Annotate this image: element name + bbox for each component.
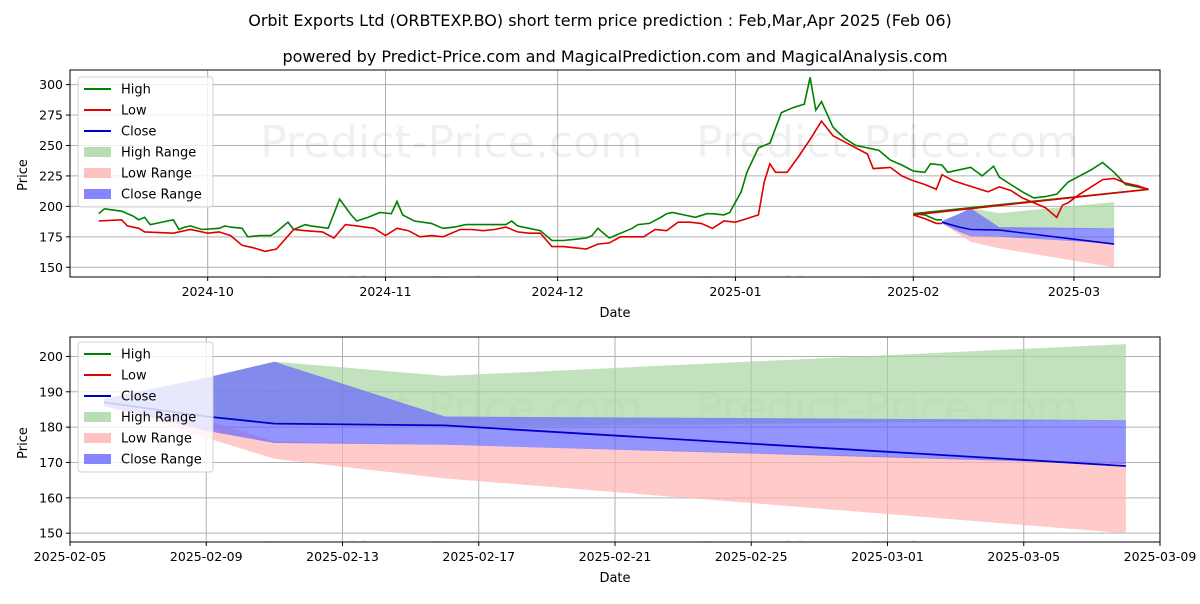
bottom-chart: 2025-02-05 2025-02-09 2025-02-13 2025-02-17… <box>16 336 1197 586</box>
bottom-x-tick-label: 2025-02-05 <box>34 549 107 564</box>
top-y-tick-label: 275 <box>39 108 63 123</box>
watermark-text: Predict-Price.com <box>260 533 643 584</box>
top-y-axis-label: Price <box>16 159 31 191</box>
top-y-tick-label: 250 <box>39 138 63 153</box>
top-x-tick-label: 2025-03 <box>1048 284 1100 299</box>
bottom-low-range-band <box>104 404 1126 534</box>
bottom-x-tick-label: 2025-02-25 <box>715 549 788 564</box>
legend-label: High Range <box>121 146 196 161</box>
top-y-tick-label: 300 <box>39 77 63 92</box>
legend-label: Low <box>121 104 147 119</box>
top-x-tick-label: 2024-10 <box>182 284 234 299</box>
top-y-tick-label: 225 <box>39 168 63 183</box>
watermark-text: Predict-Price.com <box>260 268 643 319</box>
top-legend: High Low Close High Range Low Range Close Ran… <box>77 76 214 208</box>
top-y-tick-label: 200 <box>39 199 63 214</box>
legend-swatch <box>84 412 111 422</box>
legend-swatch <box>84 168 111 178</box>
bottom-x-tick-label: 2025-03-05 <box>987 549 1060 564</box>
bottom-x-tick-label: 2025-03-01 <box>851 549 924 564</box>
legend-swatch <box>84 147 111 157</box>
top-chart: 2024-10 2024-11 2024-12 2025-01 2025-02 2025-… <box>16 69 1161 321</box>
legend-label: High <box>121 348 151 363</box>
bottom-plot-frame <box>69 336 1161 543</box>
legend-label: Close Range <box>121 188 202 203</box>
top-y-tick-label: 150 <box>39 260 63 275</box>
bottom-y-tick-label: 160 <box>39 490 63 505</box>
bottom-series-group: Predict-Price.comPredict-Price.comPredic… <box>103 344 1126 584</box>
legend-label: Close Range <box>121 453 202 468</box>
top-series-group: Predict-Price.com Predict-Price.com Predic… <box>98 77 1149 319</box>
legend-box <box>77 341 214 473</box>
bottom-y-tick-label: 200 <box>39 349 63 364</box>
bottom-y-tick-label: 190 <box>39 384 63 399</box>
top-plot-area: 2024-10 2024-11 2024-12 2025-01 2025-02 2025-… <box>39 70 1160 319</box>
legend-label: Close <box>121 125 156 140</box>
legend-label: High <box>121 83 151 98</box>
bottom-close-range-band <box>104 361 1126 465</box>
top-x-tick-label: 2025-01 <box>709 284 761 299</box>
top-series-low-line <box>98 119 1149 253</box>
watermark-text: Predict-Price.com <box>696 117 1079 168</box>
bottom-plot-area: 2025-02-05 2025-02-09 2025-02-13 2025-02-17… <box>34 337 1197 584</box>
bottom-y-tick-label: 170 <box>39 455 63 470</box>
bottom-x-tick-label: 2025-02-13 <box>306 549 379 564</box>
top-low-range-band <box>942 222 1115 268</box>
legend-label: Close <box>121 390 156 405</box>
legend-label: Low <box>121 369 147 384</box>
legend-swatch <box>84 433 111 443</box>
legend-swatch <box>84 454 111 464</box>
top-x-tick-label: 2024-12 <box>532 284 584 299</box>
top-series-high-line <box>98 77 1149 242</box>
bottom-x-axis-label: Date <box>599 571 630 586</box>
legend-label: Low Range <box>121 167 192 182</box>
bottom-y-tick-label: 150 <box>39 526 63 541</box>
watermark-text: Predict-Price.com <box>260 117 643 168</box>
bottom-x-tick-label: 2025-03-09 <box>1124 549 1197 564</box>
watermark-text: Predict-Price.com <box>696 533 1079 584</box>
bottom-x-tick-label: 2025-02-21 <box>579 549 652 564</box>
top-series-close-line <box>941 221 1115 245</box>
legend-label: Low Range <box>121 432 192 447</box>
bottom-legend: High Low Close High Range Low Range Close Ran… <box>77 341 214 473</box>
top-close-range-band <box>942 208 1115 244</box>
top-x-tick-label: 2025-02 <box>887 284 939 299</box>
legend-label: High Range <box>121 411 196 426</box>
bottom-x-tick-label: 2025-02-09 <box>170 549 243 564</box>
bottom-x-tick-label: 2025-02-17 <box>442 549 515 564</box>
legend-swatch <box>84 189 111 199</box>
chart-title: Orbit Exports Ltd (ORBTEXP.BO) short ter… <box>248 11 952 30</box>
bottom-y-axis-label: Price <box>16 427 31 459</box>
top-y-tick-label: 175 <box>39 229 63 244</box>
bottom-y-tick-label: 180 <box>39 420 63 435</box>
watermark-text: Predict-Price.com <box>696 268 1079 319</box>
top-plot-frame <box>69 69 1161 278</box>
chart-subtitle: powered by Predict-Price.com and Magical… <box>282 47 947 66</box>
top-x-axis-label: Date <box>599 306 630 321</box>
legend-box <box>77 76 214 208</box>
top-x-tick-label: 2024-11 <box>359 284 411 299</box>
